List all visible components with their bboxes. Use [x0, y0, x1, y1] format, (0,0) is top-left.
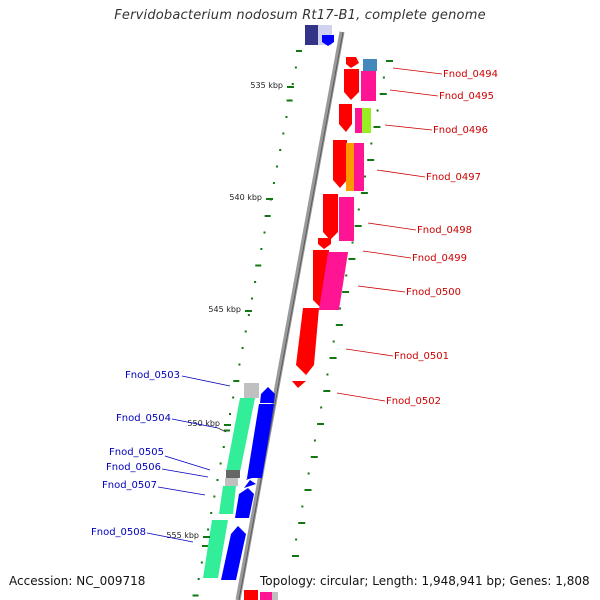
gene-leader-line: [336, 392, 386, 402]
feature-fnod-0503: [244, 383, 259, 398]
forward-strand: [292, 57, 377, 388]
top-features: [305, 25, 334, 46]
gene-leader-line: [367, 222, 417, 231]
forward-gene-labels: Fnod_0494 Fnod_0495 Fnod_0496 Fnod_0497 Fnod…: [336, 67, 498, 407]
gene-label-fnod-0502[interactable]: Fnod_0502: [386, 396, 441, 407]
kbp-tick: [266, 198, 273, 200]
kbp-tick-label: 535 kbp: [250, 81, 283, 90]
gene-arrow-fnod-0507: [235, 488, 254, 518]
gene-arrow-fnod-0496: [339, 104, 352, 132]
gene-leader-line: [171, 418, 219, 429]
backbone: [235, 31, 345, 600]
kbp-tick: [287, 86, 294, 88]
accession-label: Accession: NC_009718: [9, 574, 146, 588]
gene-arrow-fnod-0505: [246, 472, 258, 480]
feature-fnod-0496: [362, 108, 371, 133]
gene-leader-line: [389, 89, 439, 97]
gene-leader-line: [161, 468, 209, 478]
kbp-scale: 535 kbp 540 kbp 545 kbp 550 kbp 555 kbp: [166, 81, 294, 540]
kbp-tick-label: 555 kbp: [166, 531, 199, 540]
gene-arrow-fnod-0501: [296, 308, 319, 375]
gene-leader-line: [146, 532, 194, 543]
gene-leader-line: [392, 67, 443, 75]
gene-leader-line: [157, 486, 206, 496]
gene-label-fnod-0500[interactable]: Fnod_0500: [406, 287, 461, 298]
feature-fnod-0505: [226, 470, 240, 478]
gene-leader-line: [362, 250, 412, 259]
kbp-tick-label: 540 kbp: [229, 193, 262, 202]
gene-label-fnod-0504[interactable]: Fnod_0504: [116, 413, 171, 424]
gene-arrow-fnod-0508: [221, 526, 246, 580]
reverse-gene-labels: Fnod_0503 Fnod_0504 Fnod_0505 Fnod_0506 Fnod…: [91, 370, 231, 543]
gene-arrow-fnod-0498: [323, 194, 338, 240]
gene-leader-line: [164, 455, 211, 471]
gene-leader-line: [345, 348, 394, 357]
gene-arrow-fnod-0497: [333, 140, 347, 188]
gene-label-fnod-0495[interactable]: Fnod_0495: [439, 91, 494, 102]
kbp-tick: [224, 424, 231, 426]
gene-label-fnod-0496[interactable]: Fnod_0496: [433, 125, 488, 136]
gene-label-fnod-0498[interactable]: Fnod_0498: [417, 225, 472, 236]
gene-label-fnod-0507[interactable]: Fnod_0507: [102, 480, 157, 491]
map-title: Fervidobacterium nodosum Rt17-B1, comple…: [114, 8, 486, 23]
gene-leader-line: [384, 124, 433, 131]
gene-label-fnod-0503[interactable]: Fnod_0503: [125, 370, 180, 381]
kbp-tick-label: 550 kbp: [187, 419, 220, 428]
gene-arrow-fnod-0503: [260, 387, 275, 403]
reverse-strand: [203, 383, 275, 580]
gene-label-fnod-0505[interactable]: Fnod_0505: [109, 447, 164, 458]
feature-fnod-0497: [346, 143, 354, 191]
gene-label-fnod-0506[interactable]: Fnod_0506: [106, 462, 161, 473]
kbp-tick: [203, 536, 210, 538]
bottom-features: [244, 590, 278, 600]
gene-arrow-fnod-0494: [344, 69, 359, 100]
gc-skew-track: [192, 50, 393, 597]
gene-arrow-fnod-0506: [244, 480, 256, 488]
gene-label-fnod-0497[interactable]: Fnod_0497: [426, 172, 481, 183]
gene-arrow-fnod-0499: [318, 238, 331, 249]
gene-label-fnod-0501[interactable]: Fnod_0501: [394, 351, 449, 362]
gene-label-fnod-0494[interactable]: Fnod_0494: [443, 69, 498, 80]
gene-arrow-fnod-0502: [292, 381, 306, 388]
gene-leader-line: [181, 375, 231, 387]
gene-label-fnod-0499[interactable]: Fnod_0499: [412, 253, 467, 264]
gene-leader-line: [376, 169, 426, 178]
gene-label-fnod-0508[interactable]: Fnod_0508: [91, 527, 146, 538]
genome-summary: Topology: circular; Length: 1,948,941 bp…: [260, 574, 590, 588]
gene-leader-line: [357, 285, 406, 293]
feature-fnod-0494: [363, 59, 377, 71]
kbp-tick: [245, 310, 252, 312]
kbp-tick-label: 545 kbp: [208, 305, 241, 314]
gene-arrow-fnod-0504: [247, 404, 274, 478]
